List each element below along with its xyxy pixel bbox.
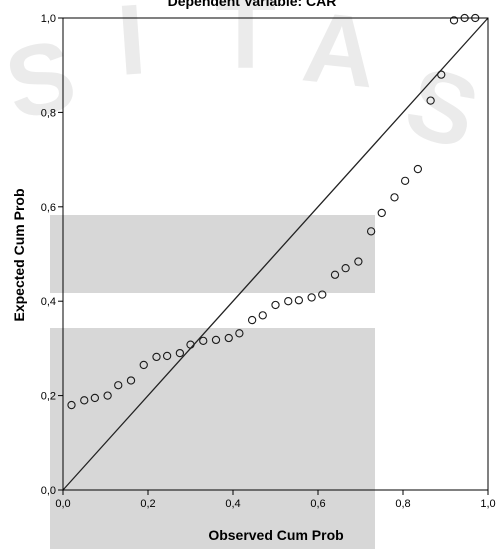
data-point xyxy=(377,208,386,218)
watermark-band-upper xyxy=(50,215,375,293)
data-point xyxy=(413,164,423,174)
data-point xyxy=(294,296,304,305)
data-point xyxy=(80,396,89,405)
data-point xyxy=(437,70,446,79)
watermark-band-lower xyxy=(50,328,375,549)
y-tick-label: 0,0 xyxy=(41,485,56,497)
data-point xyxy=(258,311,267,320)
data-point xyxy=(186,340,195,349)
data-point xyxy=(199,336,208,345)
data-point xyxy=(235,329,244,338)
data-point xyxy=(175,348,185,358)
data-point xyxy=(90,393,100,403)
x-tick-label: 0,8 xyxy=(395,498,410,510)
data-point xyxy=(341,264,350,273)
plot-frame xyxy=(62,17,489,491)
data-point xyxy=(354,257,363,266)
y-tick-label: 0,4 xyxy=(41,296,56,308)
watermark-letter: T xyxy=(215,0,276,90)
chart-subtitle: Dependent Variable: CAR xyxy=(168,0,337,9)
data-point xyxy=(449,16,459,25)
y-tick-label: 0,6 xyxy=(41,202,56,214)
x-axis: 0,0 0,2 0,4 0,6 0,8 1,0 xyxy=(55,490,496,510)
data-point xyxy=(284,297,293,306)
plot-area xyxy=(62,13,489,491)
data-point xyxy=(318,290,327,299)
x-tick-label: 0,0 xyxy=(55,498,70,510)
y-axis-title: Expected Cum Prob xyxy=(11,188,27,321)
data-point xyxy=(224,333,233,343)
data-point xyxy=(152,352,161,362)
data-point xyxy=(390,193,399,202)
data-point xyxy=(67,400,76,410)
x-axis-title: Observed Cum Prob xyxy=(208,527,343,543)
reference-line xyxy=(62,17,489,491)
y-axis: 0,0 0,2 0,4 0,6 0,8 1,0 xyxy=(41,13,63,497)
data-point xyxy=(330,270,340,279)
data-point xyxy=(162,351,172,361)
data-point xyxy=(400,176,410,185)
y-tick-label: 1,0 xyxy=(41,13,56,25)
y-tick-label: 0,8 xyxy=(41,107,56,119)
x-tick-label: 0,2 xyxy=(140,498,155,510)
x-tick-label: 0,4 xyxy=(225,498,240,510)
data-point xyxy=(114,381,123,390)
watermark-letter: A xyxy=(298,0,382,109)
data-point xyxy=(271,300,280,310)
data-point xyxy=(247,315,257,325)
watermark-letter: S xyxy=(393,44,491,171)
watermark-letter: I xyxy=(114,0,150,97)
data-point xyxy=(126,376,136,385)
data-point xyxy=(426,96,435,105)
x-tick-label: 0,6 xyxy=(310,498,325,510)
watermark-letter: S xyxy=(0,18,85,141)
data-point xyxy=(307,293,316,302)
data-point xyxy=(211,335,221,345)
y-tick-label: 0,2 xyxy=(41,391,56,403)
data-point xyxy=(103,391,112,400)
data-point xyxy=(366,227,376,236)
data-point xyxy=(139,360,148,370)
x-tick-label: 1,0 xyxy=(480,498,495,510)
